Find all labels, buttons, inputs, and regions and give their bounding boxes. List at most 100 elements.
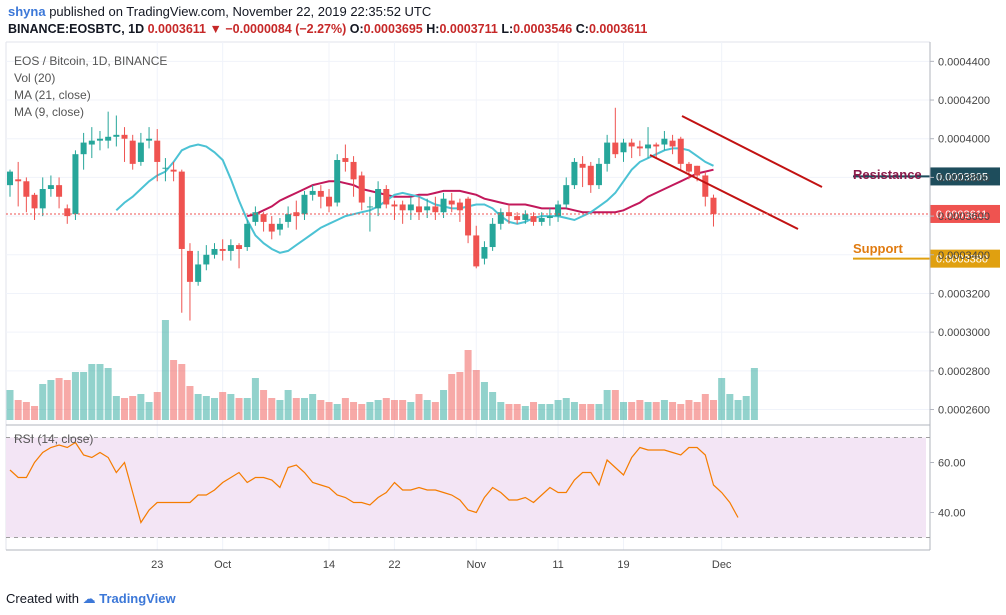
- candle-body: [407, 204, 414, 211]
- candle-body: [645, 144, 652, 149]
- candle-body: [80, 142, 87, 155]
- candle-body: [604, 142, 611, 164]
- volume-bar: [587, 404, 595, 420]
- candle-body: [219, 248, 226, 251]
- candle-body: [105, 136, 112, 141]
- volume-bar: [22, 402, 30, 420]
- candle-body: [64, 208, 71, 217]
- time-tick-label: 11: [552, 559, 563, 571]
- volume-bar: [472, 370, 480, 420]
- candle-body: [391, 204, 398, 207]
- volume-bar: [440, 390, 448, 420]
- rsi-band: [6, 437, 926, 538]
- volume-bar: [718, 378, 726, 420]
- candle-body: [293, 212, 300, 217]
- volume-bar: [333, 404, 341, 420]
- volume-bar: [202, 396, 210, 420]
- volume-bar: [701, 394, 709, 420]
- volume-bar: [161, 320, 169, 420]
- candle-body: [628, 142, 635, 147]
- time-tick-label: 19: [617, 559, 629, 571]
- candle-body: [88, 140, 95, 145]
- candle-body: [473, 235, 480, 267]
- volume-bar: [407, 402, 415, 420]
- volume-bar: [39, 384, 47, 420]
- volume-bar: [71, 372, 79, 420]
- candle-body: [448, 200, 455, 205]
- volume-bar: [709, 400, 717, 420]
- ma9-line: [115, 143, 714, 254]
- volume-bar: [178, 364, 186, 420]
- candle-body: [285, 214, 292, 222]
- volume-bar: [611, 390, 619, 420]
- volume-bar: [456, 372, 464, 420]
- candle-body: [162, 167, 169, 169]
- volume-bar: [390, 400, 398, 420]
- support-price-tag: [930, 249, 1000, 268]
- candle-body: [653, 144, 660, 147]
- upper-trendline: [681, 115, 823, 188]
- candle-body: [432, 206, 439, 213]
- candle-body: [497, 212, 504, 224]
- candle-body: [317, 190, 324, 197]
- candle-body: [31, 194, 38, 209]
- candle-body: [146, 138, 153, 141]
- legend-title: EOS / Bitcoin, 1D, BINANCE: [14, 54, 168, 68]
- volume-bar: [464, 350, 472, 420]
- volume-bar: [505, 404, 513, 420]
- candle-body: [505, 212, 512, 217]
- time-tick-label: Nov: [466, 559, 486, 571]
- candle-body: [424, 206, 431, 211]
- legend-rsi: RSI (14, close): [14, 432, 94, 446]
- volume-bar: [497, 402, 505, 420]
- rsi-tick-label: 40.00: [938, 508, 966, 520]
- volume-bar: [309, 394, 317, 420]
- candle-body: [587, 165, 594, 186]
- volume-bar: [251, 378, 259, 420]
- volume-bar: [235, 398, 243, 420]
- created-with-text: Created with: [6, 591, 79, 606]
- candle-body: [96, 138, 103, 141]
- candle-body: [170, 169, 177, 172]
- volume-bar: [219, 392, 227, 420]
- candle-body: [113, 134, 120, 137]
- volume-bar: [88, 364, 96, 420]
- volume-bar: [677, 404, 685, 420]
- volume-bar: [489, 392, 497, 420]
- volume-bar: [513, 404, 521, 420]
- candle-body: [47, 185, 54, 190]
- symbol-line: BINANCE:EOSBTC, 1D 0.0003611 ▼ −0.000008…: [8, 22, 647, 36]
- current-price-tag: [930, 204, 1000, 223]
- high-value: 0.0003711: [439, 22, 498, 36]
- volume-bar: [96, 364, 104, 420]
- volume-bar: [382, 398, 390, 420]
- volume-bar: [47, 380, 55, 420]
- volume-bar: [80, 372, 88, 420]
- volume-bar: [227, 394, 235, 420]
- candle-body: [620, 142, 627, 153]
- candle-body: [244, 223, 251, 248]
- volume-bar: [726, 394, 734, 420]
- price-tick-label: 0.0004400: [938, 56, 990, 68]
- volume-bar: [636, 400, 644, 420]
- time-tick-label: 23: [151, 559, 163, 571]
- low-value: 0.0003546: [513, 22, 573, 36]
- volume-bar: [350, 402, 358, 420]
- publisher-user[interactable]: shyna: [8, 4, 46, 19]
- candle-body: [309, 190, 316, 195]
- candle-body: [375, 189, 382, 209]
- candle-body: [23, 181, 30, 197]
- volume-bar: [415, 394, 423, 420]
- price-tick-label: 0.0003000: [938, 327, 990, 339]
- candle-body: [465, 198, 472, 236]
- candle-body: [129, 140, 136, 164]
- tradingview-link[interactable]: TradingView: [99, 591, 176, 606]
- volume-bar: [341, 398, 349, 420]
- volume-bar: [276, 400, 284, 420]
- candle-body: [669, 140, 676, 147]
- price-tick-label: 0.0002600: [938, 405, 990, 417]
- published-text: published on TradingView.com, November 2…: [49, 4, 432, 19]
- candle-body: [456, 202, 463, 211]
- candle-body: [334, 159, 341, 203]
